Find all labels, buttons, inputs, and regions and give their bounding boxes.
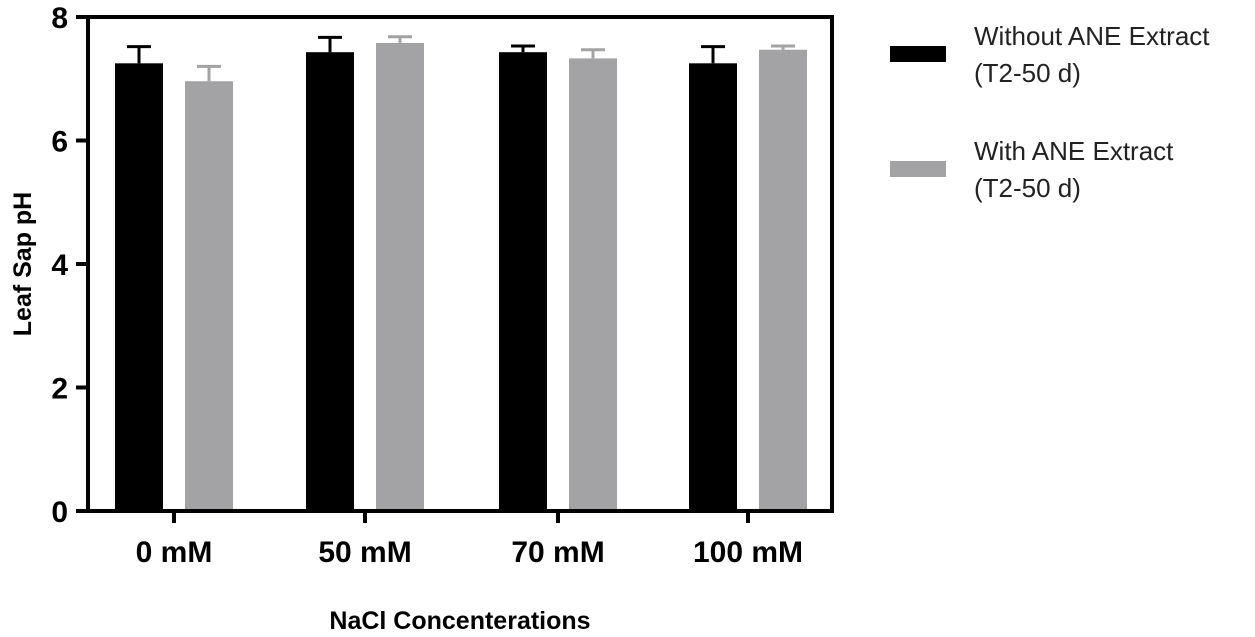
y-tick-label: 4 (51, 249, 68, 282)
legend-swatch (890, 46, 946, 62)
legend: Without ANE Extract (T2-50 d) With ANE Ext… (890, 21, 1210, 203)
legend-label: (T2-50 d) (974, 173, 1081, 203)
y-axis-title: Leaf Sap pH (9, 192, 37, 336)
bar-s1-100-mm (689, 63, 737, 511)
legend-label: (T2-50 d) (974, 58, 1081, 88)
bar-s2-70-mm (569, 58, 617, 512)
y-tick-label: 6 (51, 126, 68, 159)
legend-swatch (890, 161, 946, 177)
bar-s1-50-mm (306, 52, 354, 511)
bar-s2-50-mm (376, 42, 424, 512)
x-tick-label: 0 mM (136, 536, 213, 569)
x-tick-label: 70 mM (511, 536, 604, 569)
legend-label: With ANE Extract (974, 136, 1174, 166)
bar-s1-70-mm (499, 52, 547, 511)
y-tick-label: 8 (51, 2, 68, 35)
x-tick-label: 50 mM (318, 536, 411, 569)
error-bars-layer (127, 35, 795, 82)
x-axis: 0 mM 50 mM 70 mM 100 mM (136, 511, 803, 569)
y-tick-label: 2 (51, 373, 68, 406)
bars-layer (115, 42, 807, 512)
bar-s2-0-mm (185, 81, 233, 511)
y-axis: 0 2 4 6 8 (51, 2, 88, 529)
legend-label: Without ANE Extract (974, 21, 1210, 51)
y-tick-label: 0 (51, 496, 68, 529)
x-tick-label: 100 mM (693, 536, 803, 569)
bar-s2-100-mm (759, 49, 807, 511)
bar-s1-0-mm (115, 63, 163, 511)
x-axis-title: NaCl Concenterations (329, 607, 590, 635)
